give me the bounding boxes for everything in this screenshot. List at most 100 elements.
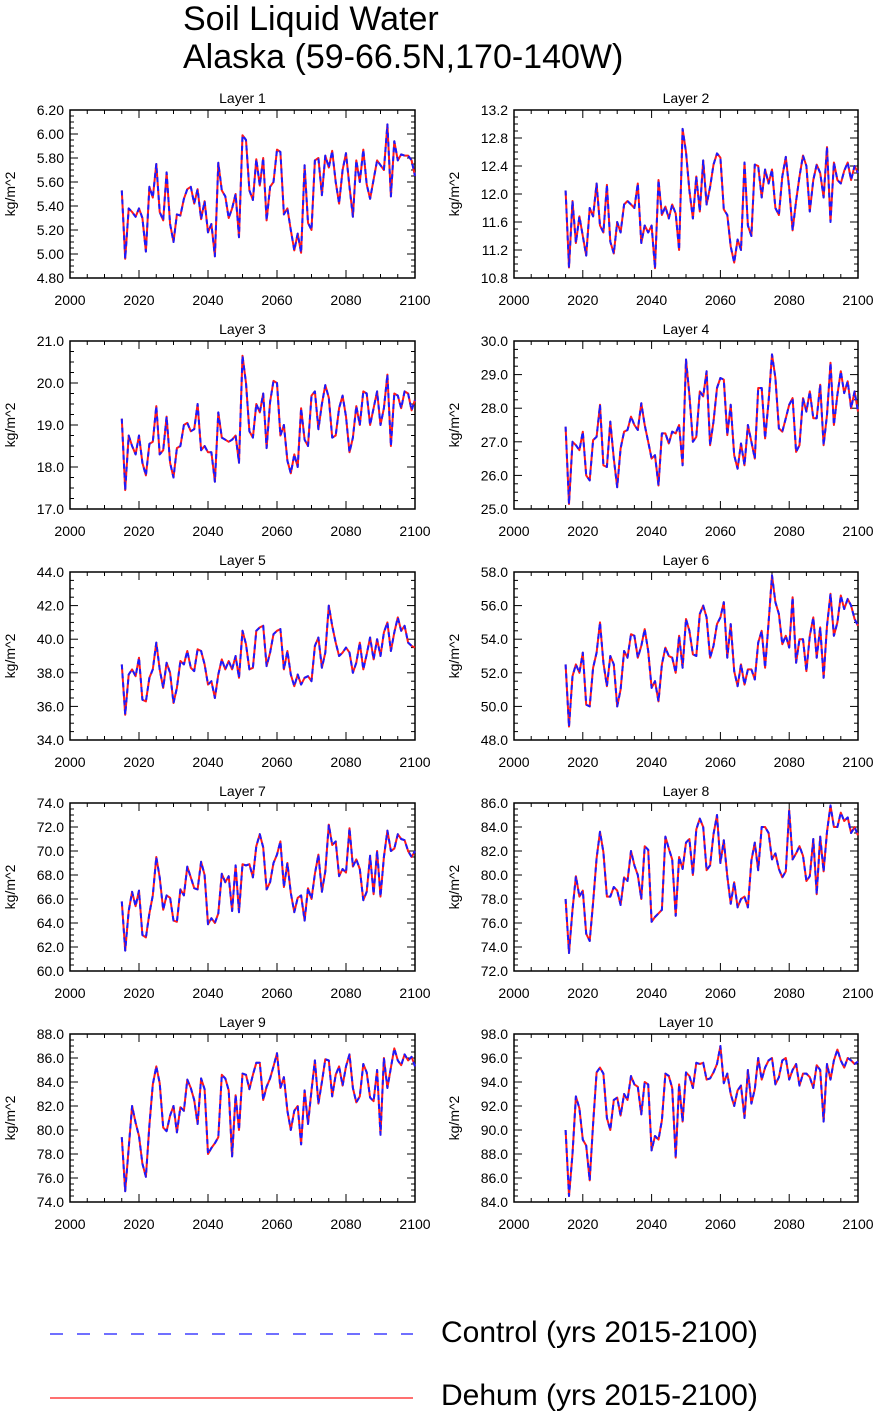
y-tick-label: 25.0 [481,501,508,517]
y-axis-label: kg/m^2 [2,402,18,447]
x-tick-label: 2080 [330,292,361,308]
y-tick-label: 6.00 [37,126,64,142]
x-tick-label: 2020 [123,985,154,1001]
x-tick-label: 2040 [192,523,223,539]
x-tick-label: 2060 [705,292,736,308]
y-tick-label: 12.4 [481,158,508,174]
chart-panel-layer-2: Layer 2 kg/m^2 2000 2020 2040 2060 2080 2100 10.… [446,90,874,308]
series-control-line [564,1045,859,1197]
x-tick-label: 2000 [54,1216,85,1232]
y-tick-label: 26.0 [481,467,508,483]
x-tick-label: 2000 [498,985,529,1001]
y-tick-label: 48.0 [481,732,508,748]
y-tick-label: 84.0 [481,819,508,835]
y-tick-label: 78.0 [37,1146,64,1162]
y-tick-label: 11.2 [482,242,508,258]
plot-frame [69,571,416,741]
x-tick-label: 2040 [636,292,667,308]
x-tick-label: 2040 [636,985,667,1001]
y-tick-label: 74.0 [481,939,508,955]
plot-frame [513,802,859,972]
x-tick-label: 2000 [54,985,85,1001]
panel-title: Layer 10 [659,1014,714,1030]
x-tick-label: 2020 [567,754,598,770]
y-tick-label: 76.0 [481,915,508,931]
x-tick-label: 2100 [399,523,430,539]
panel-title: Layer 1 [219,90,266,106]
series-control-line [564,353,859,505]
x-tick-label: 2020 [567,292,598,308]
series-dehum-line [564,804,859,954]
x-tick-label: 2100 [842,292,873,308]
figure-title-line1: Soil Liquid Water [183,0,439,38]
x-tick-label: 2080 [330,523,361,539]
x-tick-label: 2000 [498,292,529,308]
y-axis-label: kg/m^2 [2,1095,18,1140]
y-tick-label: 5.00 [37,246,64,262]
chart-panel-layer-6: Layer 6 kg/m^2 2000 2020 2040 2060 2080 2100 48.… [446,552,874,770]
y-tick-label: 4.80 [37,270,64,286]
series-control-line [120,123,416,260]
y-tick-label: 44.0 [37,564,64,580]
chart-panel-layer-5: Layer 5 kg/m^2 2000 2020 2040 2060 2080 2100 34.… [2,552,431,770]
y-tick-label: 13.2 [481,102,508,118]
y-tick-label: 82.0 [481,843,508,859]
y-tick-label: 12.8 [481,130,508,146]
x-tick-label: 2000 [54,292,85,308]
series-control-line [564,127,859,270]
y-tick-label: 19.0 [37,417,64,433]
y-tick-label: 86.0 [37,1050,64,1066]
y-tick-label: 12.0 [481,186,508,202]
series-dehum-line [564,1045,859,1197]
panel-title: Layer 9 [219,1014,266,1030]
y-tick-label: 80.0 [481,867,508,883]
y-tick-label: 27.0 [481,434,508,450]
y-tick-label: 34.0 [37,732,64,748]
chart-panel-layer-10: Layer 10 kg/m^2 2000 2020 2040 2060 2080 2100 84… [446,1014,874,1232]
x-tick-label: 2060 [261,292,292,308]
x-tick-label: 2080 [330,754,361,770]
x-tick-label: 2100 [399,1216,430,1232]
y-tick-label: 29.0 [481,367,508,383]
x-tick-label: 2000 [498,754,529,770]
chart-panel-layer-7: Layer 7 kg/m^2 2000 2020 2040 2060 2080 2100 60.… [2,783,431,1001]
x-tick-label: 2080 [330,1216,361,1232]
y-tick-label: 56.0 [481,598,508,614]
series-control-line [120,604,416,716]
y-tick-label: 54.0 [481,631,508,647]
y-tick-label: 5.20 [37,222,64,238]
y-axis-label: kg/m^2 [446,1095,462,1140]
y-tick-label: 88.0 [37,1026,64,1042]
x-tick-label: 2020 [123,523,154,539]
x-tick-label: 2060 [261,985,292,1001]
y-tick-label: 52.0 [481,665,508,681]
y-tick-label: 36.0 [37,698,64,714]
y-tick-label: 82.0 [37,1098,64,1114]
y-axis-label: kg/m^2 [446,171,462,216]
x-tick-label: 2020 [567,523,598,539]
x-tick-label: 2040 [192,985,223,1001]
series-dehum-line [564,574,859,728]
y-tick-label: 80.0 [37,1122,64,1138]
x-tick-label: 2080 [774,985,805,1001]
x-tick-label: 2060 [705,523,736,539]
x-tick-label: 2080 [774,523,805,539]
y-tick-label: 5.40 [37,198,64,214]
series-dehum-line [120,354,416,492]
y-tick-label: 28.0 [481,400,508,416]
x-tick-label: 2100 [399,985,430,1001]
y-tick-label: 42.0 [37,598,64,614]
x-tick-label: 2100 [842,754,873,770]
y-tick-label: 30.0 [481,333,508,349]
y-tick-label: 18.0 [37,459,64,475]
x-tick-label: 2020 [123,292,154,308]
series-dehum-line [564,127,859,270]
y-tick-label: 84.0 [481,1194,508,1210]
plot-frame [69,1033,416,1203]
y-tick-label: 5.80 [37,150,64,166]
y-tick-label: 70.0 [37,843,64,859]
x-tick-label: 2080 [774,292,805,308]
series-control-line [564,574,859,728]
y-tick-label: 92.0 [481,1098,508,1114]
y-tick-label: 86.0 [481,795,508,811]
